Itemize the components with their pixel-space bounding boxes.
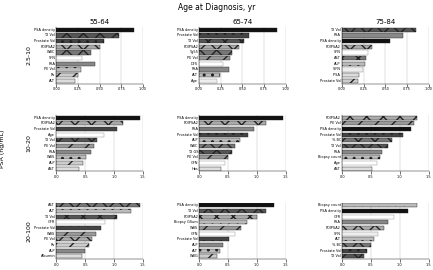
Bar <box>199 209 265 213</box>
Bar <box>56 220 105 224</box>
Bar <box>56 39 104 43</box>
Y-axis label: 20-100: 20-100 <box>26 220 31 242</box>
Bar <box>199 232 235 236</box>
Bar <box>56 161 83 165</box>
Bar <box>342 116 417 120</box>
Bar <box>342 68 363 72</box>
Bar <box>56 79 75 83</box>
Bar <box>199 220 246 224</box>
Bar <box>56 232 96 236</box>
Bar <box>56 62 95 66</box>
Bar <box>342 50 368 55</box>
Bar <box>56 138 97 142</box>
Title: 75-84: 75-84 <box>375 19 395 25</box>
Bar <box>199 28 277 32</box>
Bar <box>199 68 229 72</box>
Bar <box>56 133 103 137</box>
Bar <box>199 215 257 219</box>
Bar <box>56 237 92 241</box>
Bar <box>342 62 365 66</box>
Bar <box>342 79 358 83</box>
Bar <box>56 127 117 131</box>
Bar <box>56 215 117 219</box>
Bar <box>342 56 366 60</box>
Bar <box>56 56 82 60</box>
Bar <box>199 243 223 247</box>
Bar <box>342 45 372 49</box>
Bar <box>56 150 91 154</box>
Bar <box>56 226 101 230</box>
Text: PSA (ng/mL): PSA (ng/mL) <box>0 129 5 168</box>
Bar <box>342 155 380 159</box>
Bar <box>342 226 384 230</box>
Bar <box>199 150 232 154</box>
Bar <box>199 45 239 49</box>
Bar <box>342 209 408 213</box>
Bar <box>342 28 416 32</box>
Bar <box>342 121 414 125</box>
Text: Age at Diagnosis, yr: Age at Diagnosis, yr <box>178 3 255 12</box>
Bar <box>56 243 89 247</box>
Bar <box>199 50 232 55</box>
Bar <box>56 73 78 77</box>
Bar <box>199 79 216 83</box>
Bar <box>342 150 382 154</box>
Bar <box>56 144 94 148</box>
Y-axis label: 10-20: 10-20 <box>26 134 31 152</box>
Bar <box>199 39 244 43</box>
Bar <box>342 254 364 258</box>
Bar <box>56 155 86 159</box>
Bar <box>56 167 79 171</box>
Bar <box>199 254 216 258</box>
Bar <box>342 161 377 165</box>
Bar <box>56 254 82 258</box>
Y-axis label: 2.5-10: 2.5-10 <box>26 45 31 65</box>
Bar <box>342 220 388 224</box>
Bar <box>56 68 81 72</box>
Bar <box>199 161 225 165</box>
Bar <box>56 121 123 125</box>
Bar <box>56 249 85 253</box>
Bar <box>56 116 140 120</box>
Bar <box>199 167 221 171</box>
Bar <box>199 203 274 207</box>
Title: 55-64: 55-64 <box>90 19 110 25</box>
Bar <box>342 243 371 247</box>
Bar <box>56 50 91 55</box>
Bar <box>342 249 368 253</box>
Bar <box>199 144 235 148</box>
Bar <box>199 133 248 137</box>
Bar <box>342 144 388 148</box>
Bar <box>199 116 283 120</box>
Bar <box>342 127 411 131</box>
Bar <box>199 138 239 142</box>
Bar <box>199 226 241 230</box>
Bar <box>342 232 378 236</box>
Bar <box>342 133 403 137</box>
Title: 65-74: 65-74 <box>233 19 252 25</box>
Bar <box>199 127 254 131</box>
Bar <box>199 62 223 66</box>
Bar <box>342 73 359 77</box>
Bar <box>199 33 249 38</box>
Bar <box>56 209 131 213</box>
Bar <box>199 237 229 241</box>
Bar <box>199 249 220 253</box>
Bar <box>342 215 394 219</box>
Bar <box>56 45 100 49</box>
Bar <box>342 33 403 38</box>
Bar <box>199 73 220 77</box>
Bar <box>342 39 390 43</box>
Bar <box>199 56 230 60</box>
Bar <box>342 237 375 241</box>
Bar <box>199 155 228 159</box>
Bar <box>199 121 265 125</box>
Bar <box>342 203 417 207</box>
Bar <box>56 203 140 207</box>
Bar <box>342 167 372 171</box>
Bar <box>56 33 119 38</box>
Bar <box>56 28 134 32</box>
Bar <box>342 138 392 142</box>
